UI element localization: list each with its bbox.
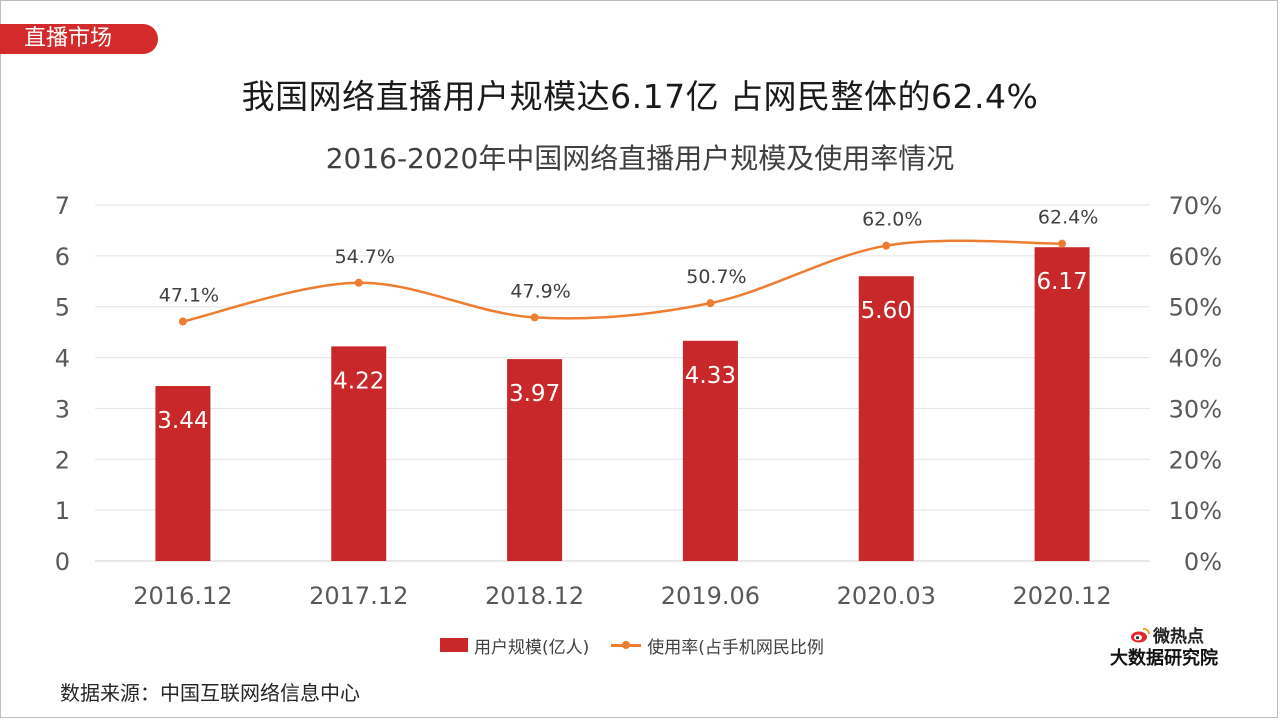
y-left-tick-label: 0 [55, 548, 70, 576]
y-left-tick-label: 6 [55, 243, 70, 271]
line-point [178, 317, 187, 326]
y-right-tick-label: 50% [1169, 294, 1222, 322]
line-point [706, 299, 715, 308]
line-point [530, 313, 539, 322]
y-left-tick-label: 4 [55, 345, 70, 373]
line-value-label: 62.4% [1038, 207, 1098, 229]
line-point [882, 241, 891, 250]
logo-top: 微热点 [1130, 622, 1204, 647]
legend-bar-swatch [440, 638, 468, 652]
legend-bar-label: 用户规模(亿人) [474, 637, 590, 658]
line-value-label: 47.9% [510, 280, 570, 302]
line-point [1058, 239, 1067, 248]
logo-bottom-text: 大数据研究院 [1110, 648, 1218, 669]
y-right-tick-label: 40% [1169, 345, 1222, 373]
line-value-label: 54.7% [335, 246, 395, 268]
y-left-tick-label: 5 [55, 294, 70, 322]
legend-item-line: 使用率(占手机网民比例 [611, 633, 824, 658]
bar-value-label: 6.17 [1036, 269, 1087, 295]
y-left-tick-label: 1 [55, 497, 70, 525]
bar [331, 346, 387, 561]
line-point [354, 278, 363, 287]
y-left-tick-label: 7 [55, 192, 70, 220]
bar-value-label: 3.97 [509, 381, 560, 407]
bar-value-label: 4.22 [333, 368, 384, 394]
line-value-label: 47.1% [159, 284, 219, 306]
series-line [182, 239, 1063, 323]
y-right-tick-label: 20% [1169, 446, 1222, 474]
weibo-icon [1131, 627, 1150, 642]
headline: 我国网络直播用户规模达6.17亿 占网民整体的62.4% [241, 77, 1039, 116]
legend-item-bar: 用户规模(亿人) [440, 633, 589, 658]
x-tick-label: 2016.12 [133, 582, 232, 610]
bar-value-label: 5.60 [861, 298, 912, 324]
y-left-tick-label: 3 [55, 395, 70, 423]
x-tick-label: 2020.03 [837, 582, 936, 610]
x-tick-label: 2019.06 [661, 582, 760, 610]
y-right-tick-label: 70% [1169, 192, 1222, 220]
bar [682, 340, 738, 561]
bar [155, 386, 211, 561]
x-tick-label: 2018.12 [485, 582, 584, 610]
legend-line-swatch [611, 640, 642, 649]
chart-title: 2016-2020年中国网络直播用户规模及使用率情况 [325, 142, 955, 175]
y-right-tick-label: 10% [1169, 497, 1222, 525]
x-tick-label: 2017.12 [309, 582, 408, 610]
bar [858, 276, 914, 561]
section-tag: 直播市场 [0, 24, 158, 54]
line-value-label: 50.7% [686, 266, 746, 288]
x-tick-label: 2020.12 [1012, 582, 1111, 610]
chart-legend: 用户规模(亿人) 使用率(占手机网民比例 [440, 633, 846, 658]
y-right-tick-label: 0% [1184, 548, 1222, 576]
data-source: 数据来源：中国互联网络信息中心 [60, 681, 360, 705]
y-right-tick-label: 60% [1169, 243, 1222, 271]
bar-value-label: 3.44 [157, 408, 208, 434]
bar-value-label: 4.33 [685, 363, 736, 389]
logo: 微热点 大数据研究院 [1110, 622, 1240, 669]
logo-top-text: 微热点 [1153, 627, 1204, 647]
y-right-tick-label: 30% [1169, 395, 1222, 423]
legend-line-label: 使用率(占手机网民比例 [647, 637, 824, 658]
bar [1034, 247, 1090, 561]
bar [507, 359, 563, 561]
line-value-label: 62.0% [862, 209, 922, 231]
y-left-tick-label: 2 [55, 446, 70, 474]
